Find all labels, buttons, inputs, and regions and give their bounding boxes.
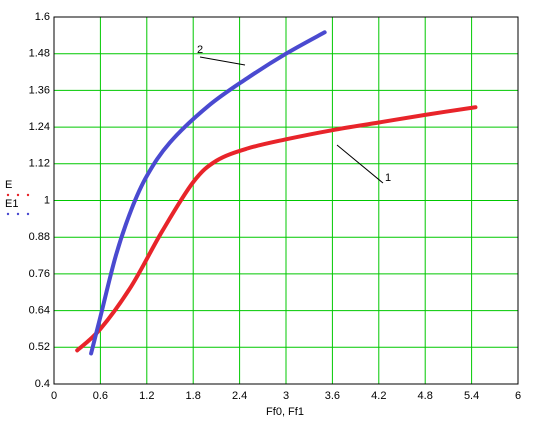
y-tick-label: 1.48 — [29, 48, 50, 60]
y-tick-label: 1 — [44, 194, 50, 206]
x-tick-label: 0 — [51, 390, 57, 402]
legend-marker — [26, 193, 30, 197]
legend-marker — [16, 193, 20, 197]
legend-marker — [6, 212, 10, 216]
x-tick-label: 2.4 — [232, 390, 247, 402]
x-tick-label: 5.4 — [464, 390, 479, 402]
x-tick-label: 4.2 — [371, 390, 386, 402]
x-tick-label: 0.6 — [93, 390, 108, 402]
y-tick-label: 1.36 — [29, 84, 50, 96]
annotation-leader — [199, 56, 246, 66]
y-tick-label: 1.12 — [29, 158, 50, 170]
legend-label: E1 — [5, 198, 18, 210]
y-tick-label: 0.64 — [29, 305, 50, 317]
y-tick-label: 0.52 — [29, 341, 50, 353]
legend-marker — [6, 193, 10, 197]
x-tick-label: 6 — [515, 390, 521, 402]
y-tick-label: 1.6 — [35, 11, 50, 23]
legend-marker — [26, 212, 30, 216]
y-tick-label: 0.76 — [29, 268, 50, 280]
annotation: 2 — [197, 44, 203, 56]
legend-marker — [16, 212, 20, 216]
y-tick-label: 0.88 — [29, 231, 50, 243]
plot-border — [53, 16, 519, 385]
x-axis-label: Ff0, Ff1 — [266, 406, 304, 418]
y-tick-label: 0.4 — [35, 378, 50, 390]
y-tick-label: 1.24 — [29, 121, 50, 133]
annotation-leader — [336, 144, 384, 184]
x-tick-label: 1.2 — [139, 390, 154, 402]
x-tick-label: 4.8 — [418, 390, 433, 402]
legend-label: E — [5, 179, 12, 191]
x-tick-label: 3 — [283, 390, 289, 402]
series-line — [89, 30, 327, 356]
x-tick-label: 1.8 — [186, 390, 201, 402]
series-line — [75, 105, 478, 353]
annotation: 1 — [385, 172, 391, 184]
x-tick-label: 3.6 — [325, 390, 340, 402]
